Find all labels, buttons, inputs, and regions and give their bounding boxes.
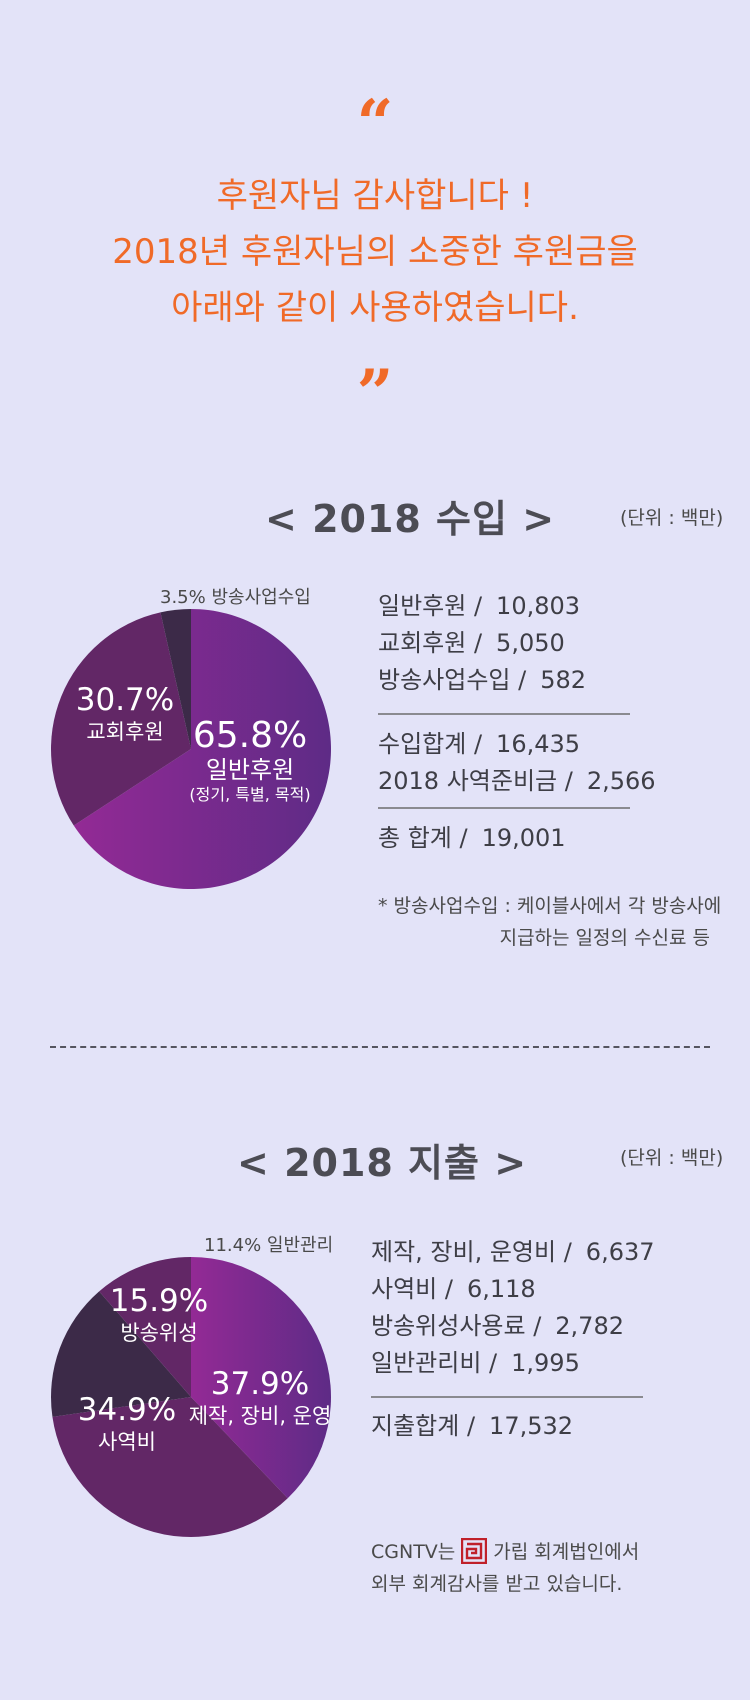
expense-ministry-name: 사역비 [98,1430,156,1454]
income-church-name: 교회후원 [86,720,164,744]
income-item-value: 5,050 [496,629,565,657]
income-item-label: 방송사업수입 / [378,666,527,694]
expense-item-value: 6,637 [585,1238,655,1266]
income-subtotal-row: 수입합계 / 16,435 [378,726,656,763]
expense-pie-slice-2 [52,1397,288,1537]
audit-line-2: 외부 회계감사를 받고 있습니다. [371,1573,623,1595]
expense-total-value: 17,532 [489,1412,574,1440]
expense-ministry-pct: 34.9% [77,1392,177,1428]
expense-item-row: 제작, 장비, 운영비 / 6,637 [371,1234,655,1271]
income-general-sub: (정기, 특별, 목적) [189,785,311,804]
expense-item-label: 일반관리비 / [371,1349,498,1377]
audit-pre-text: CGNTV는 [371,1541,456,1563]
income-item-label: 교회후원 / [378,629,483,657]
income-divider-2 [378,807,630,809]
expense-divider [371,1396,643,1398]
expense-total-label: 지출합계 / [371,1412,476,1440]
income-total-row: 총 합계 / 19,001 [378,820,566,857]
income-total: 총 합계 / 19,001 [378,820,566,857]
income-pie-slice-2 [50,612,192,826]
expense-unit: (단위 : 백만) [620,1147,724,1169]
income-subtotal-value: 16,435 [496,730,581,758]
income-subtotal-label: 2018 사역준비금 / [378,767,573,795]
income-pie-chart [50,609,331,889]
expense-item-value: 2,782 [555,1312,624,1340]
income-item-row: 방송사업수입 / 582 [378,662,586,699]
income-note-line-2: 지급하는 일정의 수신료 등 [499,927,710,949]
section-divider [50,1046,710,1048]
income-subtotal-value: 2,566 [586,767,656,795]
expense-production-name: 제작, 장비, 운영 [188,1404,332,1428]
expense-slice-label-production: 37.9% 제작, 장비, 운영 [186,1366,334,1430]
income-general-name: 일반후원 [205,756,295,784]
income-subtotal-label: 수입합계 / [378,730,483,758]
expense-total-row: 지출합계 / 17,532 [371,1408,573,1445]
open-quote-icon: “ [356,86,394,161]
income-item-row: 교회후원 / 5,050 [378,625,586,662]
income-item-label: 일반후원 / [378,592,483,620]
expense-production-pct: 37.9% [210,1366,310,1402]
expense-outside-label: 11.4% 일반관리 [204,1235,334,1256]
income-subtotal-list: 수입합계 / 16,435 2018 사역준비금 / 2,566 [378,726,656,800]
income-slice-label-church: 30.7% 교회후원 [70,682,180,746]
expense-item-row: 일반관리비 / 1,995 [371,1345,655,1382]
income-slice-label-general: 65.8% 일반후원 (정기, 특별, 목적) [180,716,320,806]
income-note-line-1: * 방송사업수입 : 케이블사에서 각 방송사에 [378,895,722,917]
expense-item-list: 제작, 장비, 운영비 / 6,637 사역비 / 6,118 방송위성사용료 / 2… [371,1234,655,1382]
expense-pie-slice-1 [191,1257,331,1499]
income-general-pct: 65.8% [192,715,308,756]
expense-pie-chart [51,1257,331,1537]
expense-satellite-name: 방송위성 [120,1321,198,1345]
expense-item-label: 제작, 장비, 운영비 / [371,1238,572,1266]
headline: 후원자님 감사합니다 ! 2018년 후원자님의 소중한 후원금을 아래와 같이… [0,168,750,336]
income-total-value: 19,001 [481,824,566,852]
headline-line-3: 아래와 같이 사용하였습니다. [171,288,579,328]
audit-line-1: CGNTV는 가립 회계법인에서 [371,1536,639,1568]
expense-pie-slice-4 [99,1257,191,1397]
income-subtotal-row: 2018 사역준비금 / 2,566 [378,763,656,800]
expense-title: < 2018 지출 > [237,1141,528,1185]
income-church-pct: 30.7% [75,682,175,718]
headline-line-2: 2018년 후원자님의 소중한 후원금을 [112,232,638,272]
income-divider-1 [378,713,630,715]
expense-slice-label-satellite: 15.9% 방송위성 [104,1283,214,1347]
expense-satellite-pct: 15.9% [109,1283,209,1319]
income-pie-slice-1 [73,609,331,889]
expense-item-label: 방송위성사용료 / [371,1312,542,1340]
close-quote-icon: ” [356,356,394,431]
expense-total: 지출합계 / 17,532 [371,1408,573,1445]
expense-item-value: 1,995 [511,1349,580,1377]
income-item-list: 일반후원 / 10,803 교회후원 / 5,050 방송사업수입 / 582 [378,588,586,699]
income-unit: (단위 : 백만) [620,507,724,529]
expense-item-row: 방송위성사용료 / 2,782 [371,1308,655,1345]
income-item-value: 582 [540,666,587,694]
expense-item-label: 사역비 / [371,1275,453,1303]
income-total-label: 총 합계 / [378,824,468,852]
income-outside-label: 3.5% 방송사업수입 [160,587,311,608]
audit-post-text: 가립 회계법인에서 [493,1541,640,1563]
expense-pie-slice-3 [51,1291,192,1417]
income-title: < 2018 수입 > [265,497,556,541]
income-item-row: 일반후원 / 10,803 [378,588,586,625]
expense-item-value: 6,118 [466,1275,536,1303]
expense-slice-label-ministry: 34.9% 사역비 [72,1392,182,1456]
expense-item-row: 사역비 / 6,118 [371,1271,655,1308]
headline-line-1: 후원자님 감사합니다 ! [216,176,534,216]
income-item-value: 10,803 [496,592,581,620]
income-pie-slice-3 [160,609,191,749]
garip-logo-icon [461,1537,488,1565]
